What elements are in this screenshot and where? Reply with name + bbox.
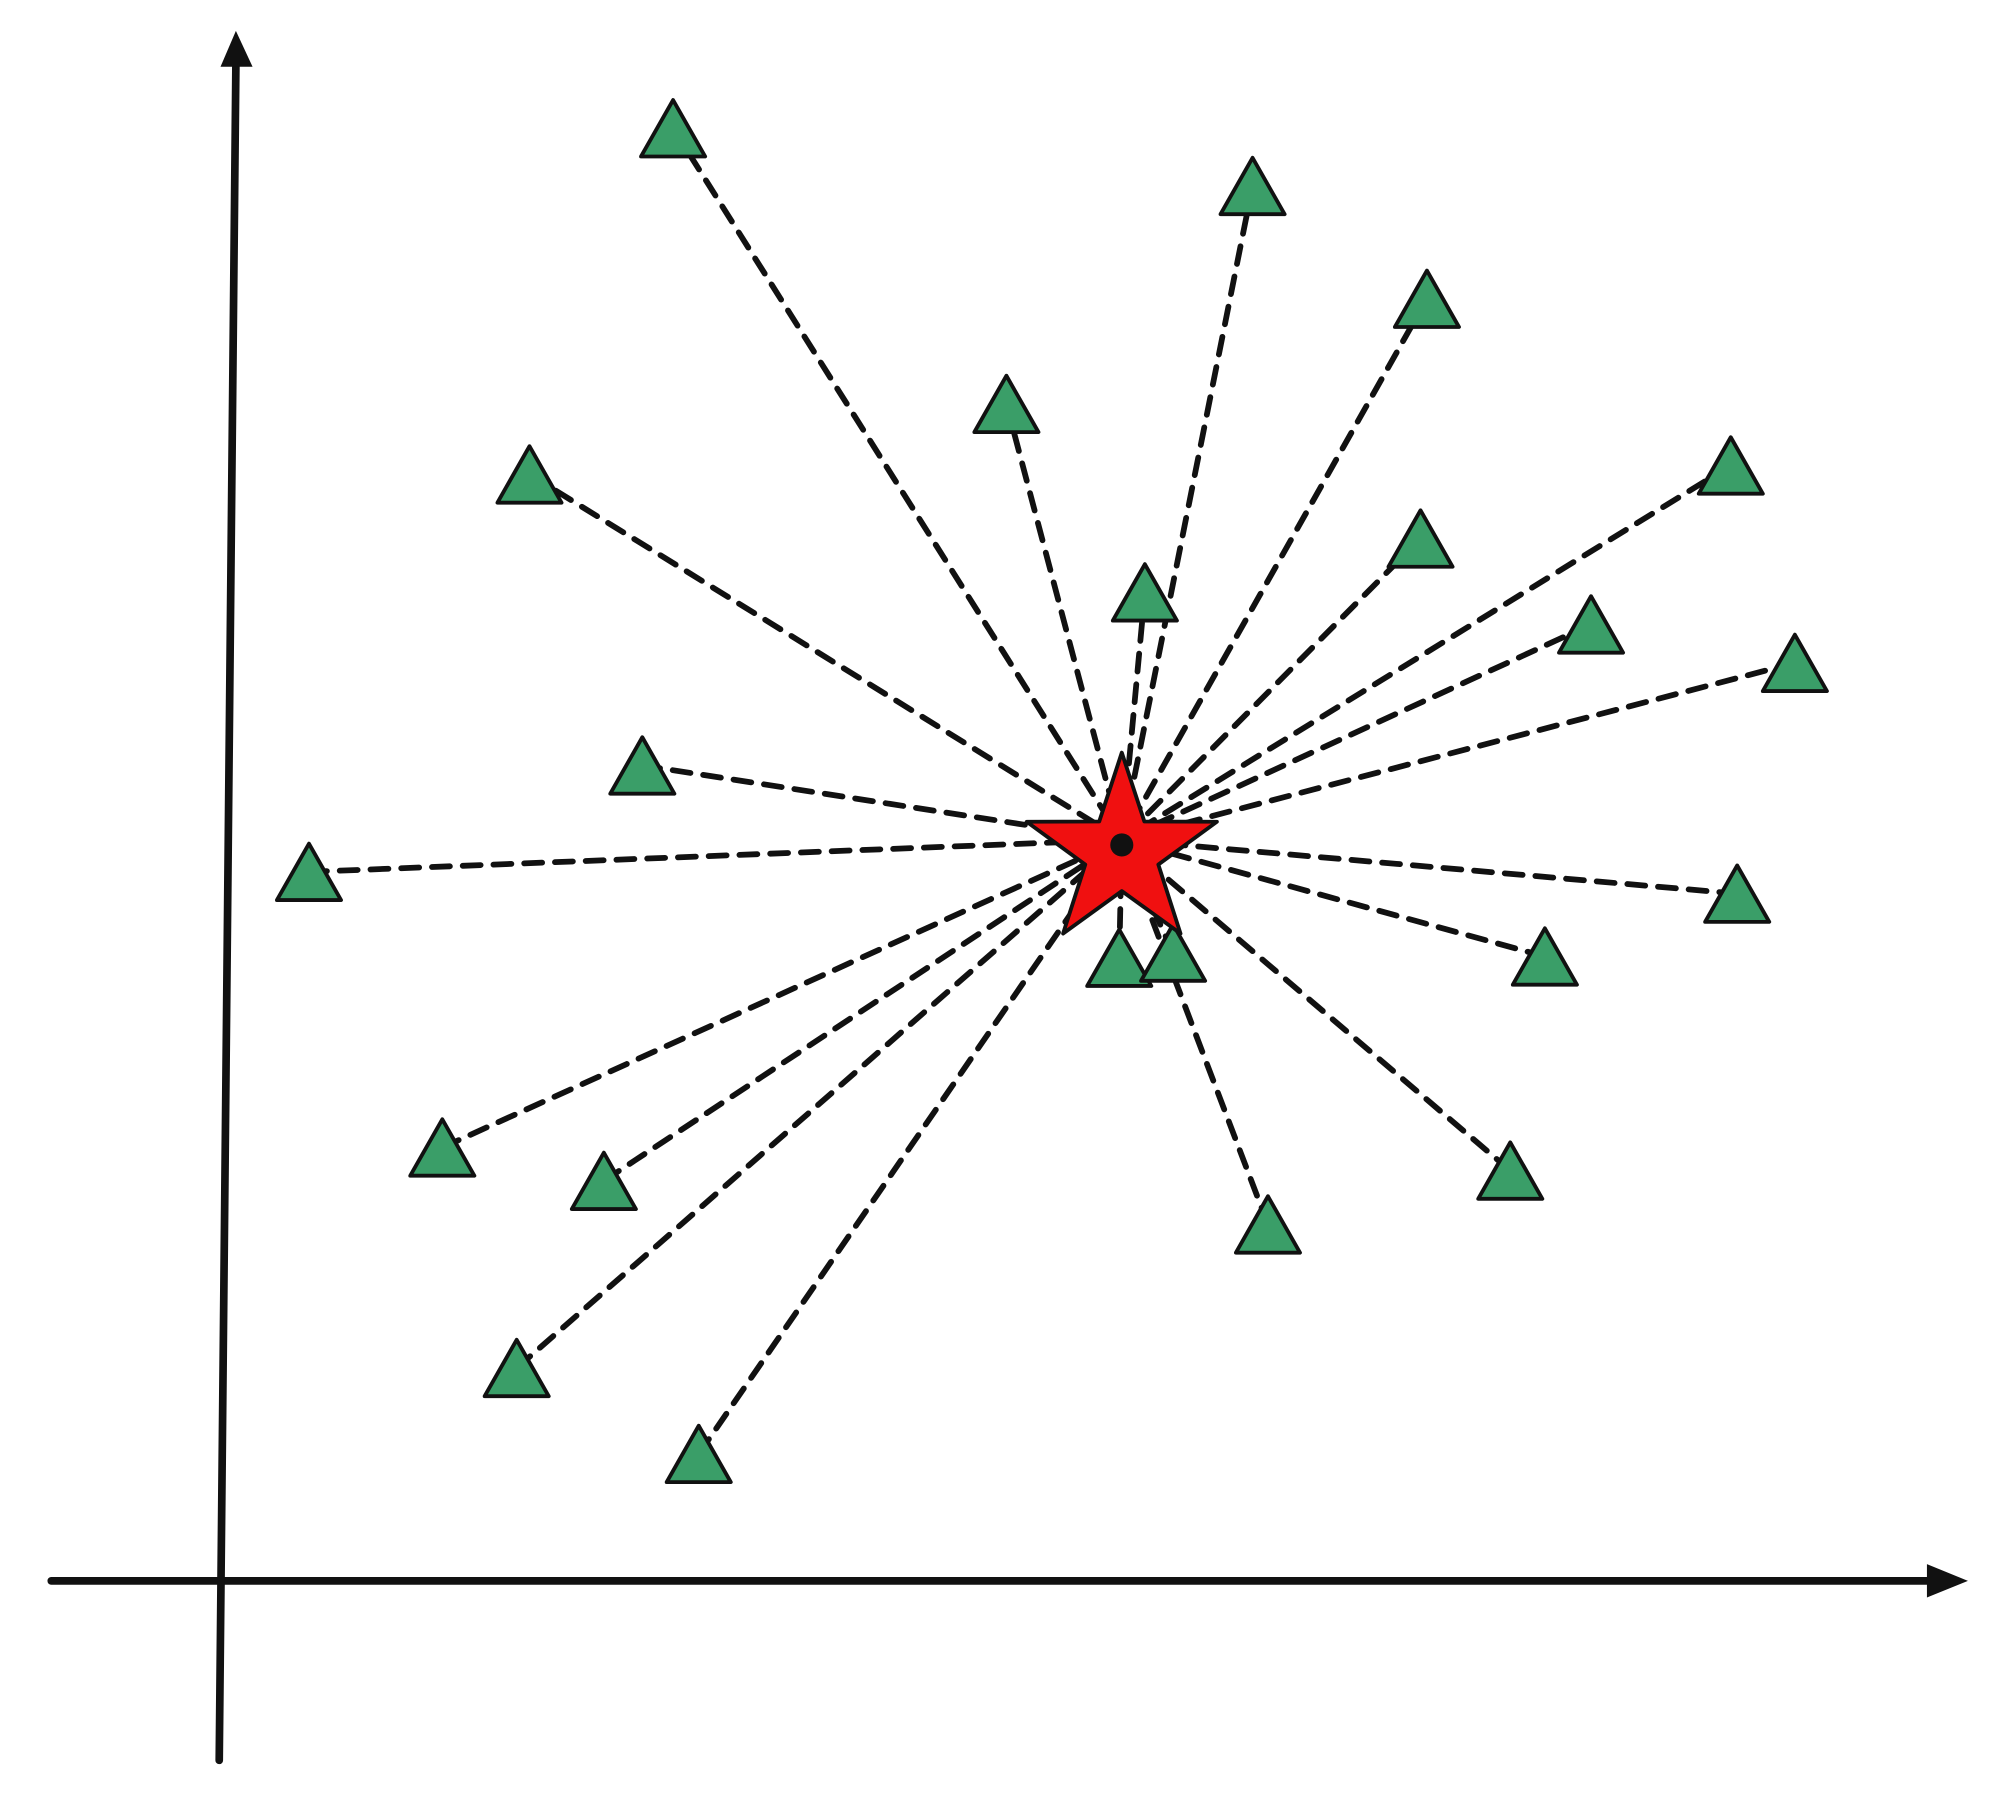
connector-line (1118, 660, 1798, 843)
y-axis-line (215, 60, 240, 1765)
connector-line (1118, 836, 1741, 897)
triangle-point (495, 444, 564, 505)
triangle-point (1476, 1140, 1545, 1201)
triangle-point (1760, 632, 1829, 694)
axes (47, 30, 1968, 1765)
connector-line (513, 836, 1125, 1371)
connector-line (1003, 401, 1125, 843)
connector-line (695, 836, 1125, 1457)
triangle-point (1139, 922, 1208, 983)
triangle-point (1696, 435, 1765, 496)
connector-line (1118, 621, 1594, 843)
triangle-point (408, 1117, 477, 1178)
x-axis-arrow-icon (1926, 1564, 1968, 1598)
connector-line (1118, 836, 1548, 960)
triangle-point (664, 1423, 733, 1485)
y-axis-arrow-icon (220, 30, 253, 67)
triangle-point (1510, 926, 1579, 987)
connector-line (306, 836, 1125, 875)
triangle-point (1703, 863, 1772, 924)
triangle-point (482, 1337, 551, 1399)
star-center-dot (1110, 833, 1134, 857)
triangle-point (1085, 927, 1154, 988)
center (1024, 750, 1219, 936)
triangle-point (275, 841, 343, 902)
triangle-point (608, 735, 677, 796)
connector-line (670, 125, 1125, 843)
connector-line (1118, 535, 1424, 843)
connector-line (1118, 295, 1430, 843)
connector-line (526, 471, 1125, 843)
connector-line (1118, 462, 1734, 843)
connectors (306, 125, 1798, 1457)
connector-line (1118, 589, 1148, 843)
triangle-point (569, 1150, 638, 1211)
triangle-point (639, 98, 708, 159)
connector-line (600, 836, 1125, 1184)
connector-line (1118, 183, 1256, 843)
triangle-point (1218, 155, 1287, 217)
triangle-point (1233, 1194, 1302, 1255)
triangle-point (1110, 562, 1179, 623)
triangle-point (972, 373, 1041, 435)
triangle-point (1386, 508, 1455, 569)
connector-line (439, 836, 1125, 1151)
points (275, 98, 1829, 1485)
connector-line (1118, 836, 1514, 1174)
triangle-point (1392, 268, 1461, 329)
triangle-point (1557, 594, 1626, 655)
